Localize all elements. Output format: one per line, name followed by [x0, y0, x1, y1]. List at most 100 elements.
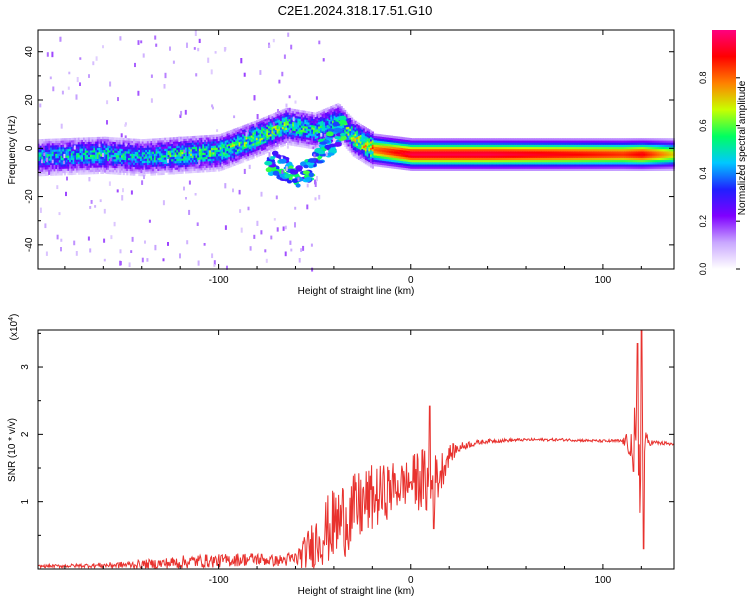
spectrogram-cell [200, 161, 203, 164]
spectrogram-cell [235, 147, 238, 150]
spectrogram-cell [121, 155, 124, 158]
spectrogram-cell [240, 147, 243, 151]
spectrogram-cell [259, 147, 262, 150]
spectrogram-cell [89, 163, 93, 166]
spectrogram-cell [494, 153, 497, 156]
spectrogram-cell [316, 144, 319, 147]
spectrogram-cell [300, 110, 304, 113]
spectrogram-cell [544, 155, 547, 158]
spectrogram-cell [568, 151, 572, 154]
spectrogram-cell [119, 144, 122, 147]
spectrogram-cell [228, 150, 231, 153]
spectrogram-cell [477, 164, 480, 167]
spectrogram-cell [155, 151, 158, 154]
spectrogram-cell [188, 166, 191, 169]
spectrogram-cell [193, 155, 196, 158]
spectrogram-cell [119, 163, 122, 167]
spectrogram-cell [567, 151, 570, 154]
spectrogram-cell [321, 131, 324, 134]
spectrogram-cell [496, 164, 499, 167]
spectrogram-cell [60, 166, 63, 169]
spectrogram-cell [171, 165, 174, 168]
spectrogram-cell [190, 144, 193, 148]
spectrogram-cell [153, 147, 157, 150]
spectrogram-cell [463, 153, 466, 156]
spectrogram-cell [242, 151, 245, 154]
spectrogram-cell [152, 155, 155, 159]
spectrogram-cell [159, 157, 162, 160]
spectrogram-cell [261, 152, 264, 156]
spectrogram-cell [178, 149, 181, 153]
spectrogram-cell [155, 164, 158, 167]
spectrogram-cell [247, 123, 250, 126]
spectrogram-cell [411, 140, 414, 143]
spectrogram-cell [255, 133, 259, 136]
spectrogram-cell [150, 156, 153, 159]
spectrogram-cell [330, 119, 333, 122]
spectrogram-cell [451, 159, 454, 163]
spectrogram-cell [164, 152, 167, 156]
spectrogram-cell [466, 164, 470, 167]
spectrogram-cell [217, 143, 220, 146]
spectrogram-cell [262, 121, 265, 125]
spectrogram-cell [169, 167, 172, 171]
spectrogram-cell [53, 151, 56, 154]
spectrogram-cell [306, 132, 309, 136]
spectrogram-cell [387, 165, 390, 168]
spectrogram-cell [198, 137, 201, 141]
spectrogram-cell [176, 141, 179, 144]
spectrogram-cell [127, 155, 131, 158]
spectrogram-cell [67, 148, 70, 152]
spectrogram-cell [138, 162, 141, 166]
spectrogram-cell [430, 168, 433, 171]
spectrogram-cell [159, 170, 162, 173]
spectrogram-cell [269, 138, 272, 141]
spectrogram-cell [124, 153, 127, 156]
spectrogram-cell [46, 147, 49, 150]
spectrogram-cell [105, 169, 108, 172]
spectrogram-cell [338, 108, 342, 111]
spectrogram-cell [518, 157, 521, 161]
spectrogram-cell [58, 153, 61, 156]
spectrogram-cell [309, 113, 312, 117]
spectrogram-cell [166, 152, 169, 156]
spectrogram-cell [406, 163, 409, 167]
spectrogram-cell [385, 156, 388, 160]
spectrogram-cell [511, 151, 514, 154]
spectrogram-cell [84, 148, 87, 151]
spectrogram-cell [50, 138, 53, 142]
spectrogram-cell [536, 155, 539, 158]
spectrogram-cell [141, 143, 144, 146]
spectrogram-cell [546, 166, 549, 169]
spectrogram-cell [515, 164, 518, 167]
spectrogram-cell [242, 136, 245, 139]
spectrogram-cell [280, 110, 283, 113]
spectrogram-cell [562, 146, 565, 150]
spectrogram-cell [129, 155, 132, 159]
spectrogram-cell [245, 126, 248, 129]
spectrogram-cell [309, 118, 312, 121]
spectrogram-cell [325, 119, 328, 122]
spectrogram-cell [262, 145, 265, 148]
spectrogram-cell [91, 141, 94, 144]
spectrogram-cell [183, 156, 186, 159]
spectrogram-cell [485, 138, 489, 141]
spectrogram-cell [494, 146, 497, 150]
spectrogram-cell [236, 155, 240, 159]
spectrogram-cell [230, 145, 233, 148]
spectrogram-cell [89, 154, 93, 157]
spectrogram-cell [427, 149, 430, 152]
spectrogram-cell [460, 162, 463, 165]
spectrogram-cell [235, 130, 238, 133]
spectrogram-cell [539, 168, 542, 171]
spectrogram-cell [131, 158, 134, 161]
spectrogram-cell [544, 153, 547, 156]
spectrogram-cell [271, 142, 274, 145]
spectrogram-cell [465, 162, 468, 165]
spectrogram-cell [74, 166, 77, 169]
spectrogram-cell [396, 147, 399, 150]
spectrogram-cell [153, 149, 157, 152]
spectrogram-cell [283, 136, 286, 140]
spectrogram-cell [224, 164, 227, 167]
spectrogram-cell [307, 146, 310, 149]
